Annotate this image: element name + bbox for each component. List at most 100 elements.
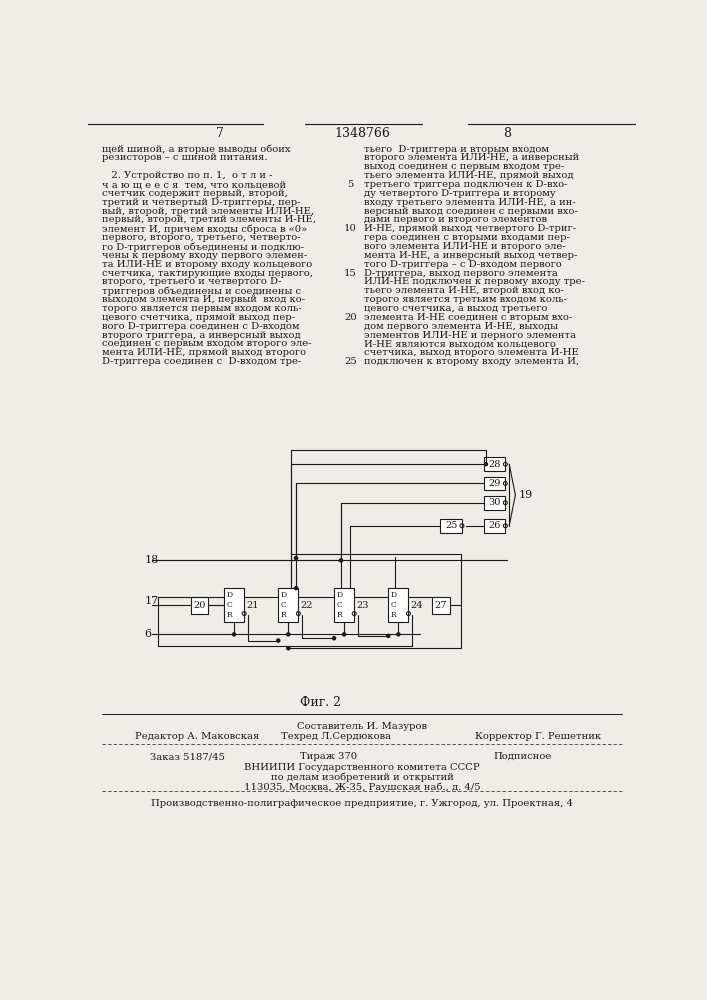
Text: 27: 27 [435,601,448,610]
Text: Производственно-полиграфическое предприятие, г. Ужгород, ул. Проектная, 4: Производственно-полиграфическое предприя… [151,799,573,808]
Text: Фиг. 2: Фиг. 2 [300,696,341,709]
Text: тьего элемента И-НЕ, второй вход ко-: тьего элемента И-НЕ, второй вход ко- [364,286,564,295]
Text: третий и четвертый D-триггеры, пер-: третий и четвертый D-триггеры, пер- [103,198,300,207]
Text: второго, третьего и четвертого D-: второго, третьего и четвертого D- [103,277,282,286]
Text: цевого счетчика, прямой выход пер-: цевого счетчика, прямой выход пер- [103,313,296,322]
Bar [484,496,506,510]
Text: 21: 21 [247,601,259,610]
Circle shape [343,633,346,636]
Text: тьего  D-триггера и вторым входом: тьего D-триггера и вторым входом [364,145,549,154]
Text: дом первого элемента И-НЕ, выходы: дом первого элемента И-НЕ, выходы [364,322,559,331]
Text: 17: 17 [144,596,158,606]
Bar [433,597,450,614]
Text: го D-триггеров объединены и подклю-: го D-триггеров объединены и подклю- [103,242,305,252]
Text: версный выход соединен с первыми вхо-: версный выход соединен с первыми вхо- [364,207,578,216]
Text: 5: 5 [347,180,354,189]
Text: Составитель И. Мазуров: Составитель И. Мазуров [297,722,427,731]
Text: 15: 15 [344,269,357,278]
Text: 20: 20 [344,313,357,322]
Text: ду четвертого D-триггера и второму: ду четвертого D-триггера и второму [364,189,556,198]
Text: D: D [226,591,233,599]
Text: Корректор Г. Решетник: Корректор Г. Решетник [475,732,601,741]
Text: счетчика, тактирующие входы первого,: счетчика, тактирующие входы первого, [103,269,313,278]
Text: Заказ 5187/45: Заказ 5187/45 [151,752,226,761]
Text: триггеров объединены и соединены с: триггеров объединены и соединены с [103,286,301,296]
Text: ВНИИПИ Государственного комитета СССР: ВНИИПИ Государственного комитета СССР [244,763,480,772]
Text: дами первого и второго элементов: дами первого и второго элементов [364,215,547,224]
Text: 22: 22 [300,601,313,610]
Text: первого, второго, третьего, четверто-: первого, второго, третьего, четверто- [103,233,301,242]
Text: того D-триггера – с D-входом первого: того D-триггера – с D-входом первого [364,260,562,269]
Text: торого является третьим входом коль-: торого является третьим входом коль- [364,295,567,304]
Text: выход соединен с первым входом тре-: выход соединен с первым входом тре- [364,162,564,171]
Circle shape [332,637,336,640]
Circle shape [287,633,290,636]
Text: D: D [391,591,397,599]
Text: соединен с первым входом второго эле-: соединен с первым входом второго эле- [103,339,312,348]
Bar [388,588,409,622]
Text: входу третьего элемента ИЛИ-НЕ, а ин-: входу третьего элемента ИЛИ-НЕ, а ин- [364,198,576,207]
Text: второго триггера, а инверсный выход: второго триггера, а инверсный выход [103,331,301,340]
Text: цевого счетчика, а выход третьего: цевого счетчика, а выход третьего [364,304,548,313]
Text: D-триггера, выход первого элемента: D-триггера, выход первого элемента [364,269,558,278]
Text: D: D [337,591,342,599]
Text: 24: 24 [411,601,423,610]
Text: 18: 18 [144,555,158,565]
Text: элемента И-НЕ соединен с вторым вхо-: элемента И-НЕ соединен с вторым вхо- [364,313,573,322]
Text: R: R [337,611,342,619]
Text: 2. Устройство по п. 1,  о т л и -: 2. Устройство по п. 1, о т л и - [103,171,273,180]
Text: И-НЕ являются выходом кольцевого: И-НЕ являются выходом кольцевого [364,339,556,348]
Text: C: C [337,601,342,609]
Text: второго элемента ИЛИ-НЕ, а инверсный: второго элемента ИЛИ-НЕ, а инверсный [364,153,580,162]
Circle shape [287,647,290,650]
Circle shape [397,633,400,636]
Circle shape [339,559,343,562]
Text: выходом элемента И, первый  вход ко-: выходом элемента И, первый вход ко- [103,295,305,304]
Text: R: R [391,611,397,619]
Text: элемент И, причем входы сброса в «0»: элемент И, причем входы сброса в «0» [103,224,308,234]
Text: 8: 8 [503,127,511,140]
Text: подключен к второму входу элемента И,: подключен к второму входу элемента И, [364,357,580,366]
Text: мента И-НЕ, а инверсный выход четвер-: мента И-НЕ, а инверсный выход четвер- [364,251,578,260]
Text: тьего элемента ИЛИ-НЕ, прямой выход: тьего элемента ИЛИ-НЕ, прямой выход [364,171,574,180]
Text: C: C [226,601,232,609]
Bar [484,519,506,533]
Text: по делам изобретений и открытий: по делам изобретений и открытий [271,773,453,782]
Bar [191,597,208,614]
Text: элементов ИЛИ-НЕ и перного элемента: элементов ИЛИ-НЕ и перного элемента [364,331,576,340]
Text: Редактор А. Маковская: Редактор А. Маковская [135,732,259,741]
Text: Тираж 370: Тираж 370 [300,752,357,761]
Text: мента ИЛИ-НЕ, прямой выход второго: мента ИЛИ-НЕ, прямой выход второго [103,348,306,357]
Text: торого является первым входом коль-: торого является первым входом коль- [103,304,302,313]
Text: R: R [281,611,286,619]
Bar [484,457,506,471]
Bar [334,588,354,622]
Text: 20: 20 [193,601,206,610]
Text: Подписное: Подписное [493,752,551,761]
Text: счетчика, выход второго элемента И-НЕ: счетчика, выход второго элемента И-НЕ [364,348,579,357]
Text: 26: 26 [489,521,501,530]
Text: 29: 29 [489,479,501,488]
Bar [279,588,298,622]
Text: ИЛИ-НЕ подключен к первому входу тре-: ИЛИ-НЕ подключен к первому входу тре- [364,277,585,286]
Text: C: C [391,601,397,609]
Circle shape [295,557,298,560]
Text: вого D-триггера соединен с D-входом: вого D-триггера соединен с D-входом [103,322,300,331]
Text: третьего триггера подключен к D-вхо-: третьего триггера подключен к D-вхо- [364,180,568,189]
Circle shape [233,633,235,636]
Text: C: C [281,601,286,609]
Text: 30: 30 [489,498,501,507]
Text: гера соединен с вторыми входами пер-: гера соединен с вторыми входами пер- [364,233,570,242]
Circle shape [484,463,488,466]
Text: та ИЛИ-НЕ и второму входу кольцевого: та ИЛИ-НЕ и второму входу кольцевого [103,260,312,269]
Text: D-триггера соединен с  D-входом тре-: D-триггера соединен с D-входом тре- [103,357,302,366]
Text: счетчик содержит первый, второй,: счетчик содержит первый, второй, [103,189,288,198]
Text: 10: 10 [344,224,357,233]
Text: 25: 25 [445,521,457,530]
Text: 25: 25 [344,357,357,366]
Text: резисторов – с шиной питания.: резисторов – с шиной питания. [103,153,268,162]
Text: щей шиной, а вторые выводы обоих: щей шиной, а вторые выводы обоих [103,145,291,154]
Text: 7: 7 [216,127,224,140]
Text: 28: 28 [489,460,501,469]
Text: Техред Л.Сердюкова: Техред Л.Сердюкова [281,732,392,741]
